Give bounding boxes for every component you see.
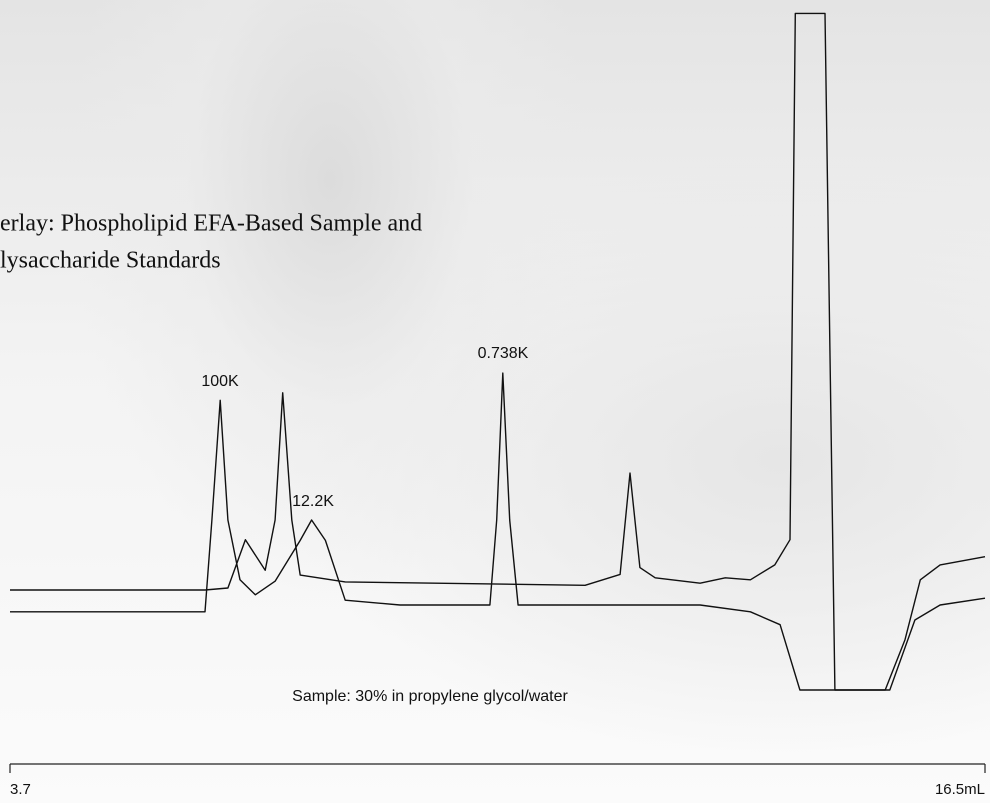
chart-title: lysaccharide Standards [0, 248, 221, 274]
annotation: 0.738K [478, 345, 529, 362]
annotation: Sample: 30% in propylene glycol/water [292, 688, 568, 705]
annotation: 100K [201, 373, 239, 390]
chart-title: erlay: Phospholipid EFA-Based Sample and [0, 211, 422, 237]
x-tick-label: 16.5mL [935, 781, 985, 798]
trace [10, 372, 986, 691]
annotation: 12.2K [292, 493, 334, 510]
x-tick-label: 3.7 [10, 781, 31, 798]
